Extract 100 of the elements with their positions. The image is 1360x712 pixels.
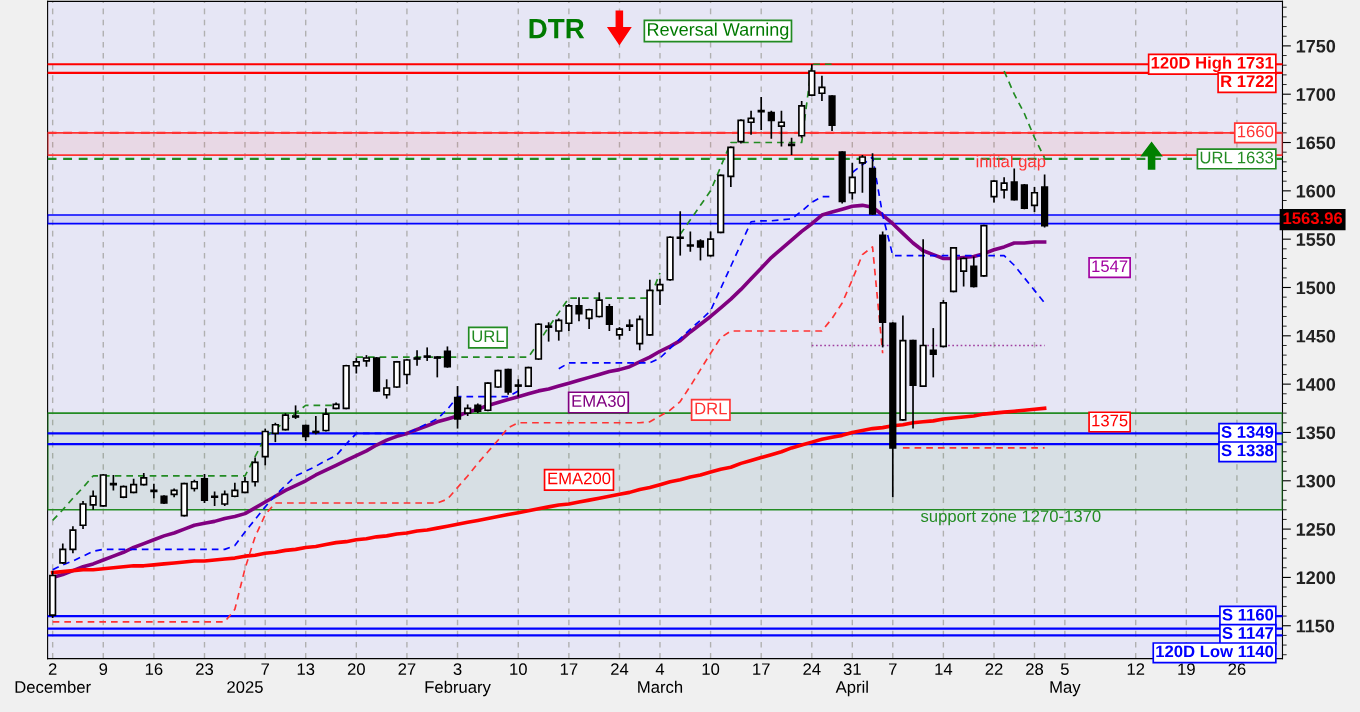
- x-tick-label: 14: [935, 663, 953, 675]
- series-label: URL: [472, 330, 505, 343]
- y-tick-label: 1550: [1296, 233, 1336, 246]
- y-tick-label: 1200: [1296, 571, 1336, 585]
- candlestick: [433, 355, 441, 379]
- candlestick: [504, 367, 512, 396]
- candlestick: [545, 321, 553, 343]
- candlestick: [676, 210, 684, 257]
- x-tick-label: 24: [611, 663, 629, 675]
- candlestick: [990, 179, 998, 204]
- x-tick-label: 4 March: [638, 663, 683, 693]
- series-label: DRL: [695, 402, 727, 415]
- x-tick-label: 23: [196, 663, 214, 676]
- text: 1563.96: [1283, 212, 1343, 225]
- x-tick-label: 22: [985, 663, 1003, 675]
- candlestick: [69, 525, 77, 555]
- candlestick: [818, 75, 826, 102]
- candlestick: [858, 154, 867, 194]
- x-tick-label: 27: [398, 663, 416, 675]
- candlestick: [413, 349, 421, 367]
- candlestick: [271, 421, 279, 443]
- chart-title: DTR: [529, 19, 585, 39]
- x-tick-label: 13: [297, 663, 315, 676]
- y-tick-label: 1250: [1296, 523, 1336, 536]
- candlestick: [555, 317, 563, 342]
- y-tick-label: 1450: [1296, 329, 1336, 343]
- x-tick-label: 17: [753, 663, 770, 675]
- y-tick-label: 1600: [1296, 184, 1336, 198]
- candlestick: [706, 230, 715, 258]
- candlestick: [383, 378, 391, 400]
- candlestick: [443, 345, 452, 369]
- x-tick-label: 2 December: [15, 663, 91, 693]
- candlestick: [848, 161, 856, 201]
- x-tick-label: 20: [347, 663, 365, 676]
- y-tick-label: 1500: [1296, 281, 1336, 295]
- annotation: 1547: [1092, 260, 1128, 273]
- x-tick-label: 2025: [227, 681, 263, 693]
- ref-line-label: R 1722: [1221, 75, 1274, 87]
- candlestick: [970, 255, 978, 289]
- ref-line-label: URL 1633: [1200, 151, 1274, 164]
- x-tick-label: 7: [889, 663, 897, 675]
- ref-line-label: S 1338: [1221, 444, 1274, 457]
- candlestick: [1030, 186, 1039, 213]
- annotation: 1375: [1092, 414, 1128, 427]
- candlestick: [595, 291, 603, 319]
- candlestick: [89, 489, 97, 511]
- y-tick-label: 1700: [1296, 88, 1336, 101]
- series-label: EMA200: [548, 472, 611, 485]
- y-tick-label: 1350: [1296, 426, 1336, 440]
- annotation: Reversal Warning: [648, 22, 789, 40]
- candlestick: [605, 303, 613, 332]
- candlestick: [960, 256, 968, 288]
- ref-line-label: S 1147: [1222, 627, 1274, 639]
- ref-line-label: S 1160: [1222, 608, 1274, 621]
- ref-line-label: 120D Low 1140: [1156, 645, 1274, 658]
- candlestick: [747, 109, 755, 136]
- x-tick-label: 19: [1178, 663, 1195, 676]
- candlestick: [59, 542, 67, 565]
- candlestick: [200, 473, 209, 504]
- y-tick-label: 1150: [1296, 619, 1335, 633]
- ref-line-label: 1660: [1238, 125, 1274, 138]
- candlestick: [514, 378, 522, 398]
- candlestick: [686, 230, 694, 253]
- x-tick-label: 7: [261, 663, 270, 675]
- y-tick-label: 1750: [1296, 39, 1336, 53]
- x-tick-label: 31 April: [835, 663, 868, 697]
- x-tick-label: 28: [1026, 663, 1044, 676]
- candlestick: [656, 277, 664, 306]
- candlestick: [1010, 167, 1018, 202]
- band-label: initial gap: [976, 155, 1046, 171]
- candlestick: [696, 238, 705, 262]
- candlestick: [929, 327, 937, 379]
- band-label: support zone 1270-1370: [920, 510, 1101, 526]
- x-tick-label: 10: [510, 663, 527, 676]
- candlestick: [777, 109, 786, 148]
- candlestick: [575, 296, 583, 323]
- candlestick: [565, 303, 573, 332]
- ref-line-label: 120D High 1731: [1151, 56, 1274, 73]
- y-tick-label: 1400: [1296, 378, 1336, 391]
- x-tick-label: 16: [145, 663, 163, 676]
- candlestick: [453, 385, 462, 430]
- y-tick-label: 1300: [1296, 474, 1336, 488]
- ref-line-label: S 1349: [1221, 426, 1274, 438]
- candlestick: [79, 500, 87, 530]
- x-tick-label: 9: [99, 663, 108, 676]
- candlestick: [767, 109, 775, 140]
- candlestick: [1020, 183, 1028, 211]
- series-label: EMA30: [572, 395, 626, 407]
- x-tick-label: 17: [560, 663, 578, 675]
- candlestick: [1000, 176, 1008, 200]
- candlestick: [251, 456, 259, 488]
- y-tick-label: 1650: [1296, 136, 1336, 150]
- candlestick: [423, 346, 431, 362]
- x-tick-label: 3 February: [425, 663, 491, 697]
- x-tick-label: 12: [1127, 663, 1145, 675]
- x-tick-label: 10: [702, 663, 720, 676]
- candlestick: [737, 118, 745, 145]
- x-tick-label: 5 May: [1050, 663, 1081, 697]
- x-tick-label: 26: [1228, 663, 1246, 676]
- candlestick: [403, 358, 411, 385]
